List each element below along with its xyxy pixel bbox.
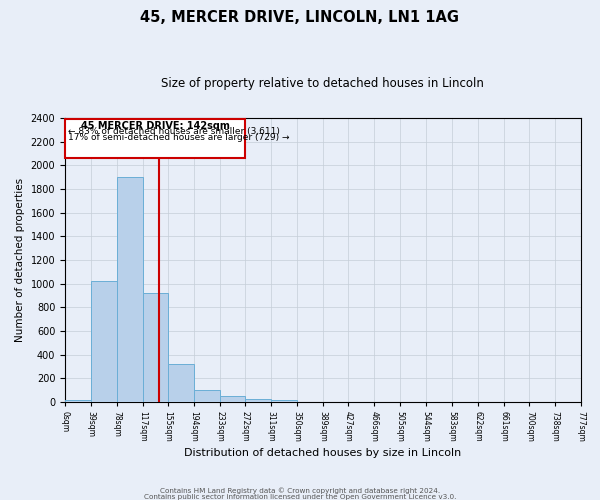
Bar [245, 399, 271, 402]
Bar [220, 396, 245, 402]
Text: 45 MERCER DRIVE: 142sqm: 45 MERCER DRIVE: 142sqm [81, 121, 230, 131]
FancyBboxPatch shape [65, 119, 245, 158]
Bar [143, 293, 168, 402]
Bar [91, 282, 117, 402]
Text: 45, MERCER DRIVE, LINCOLN, LN1 1AG: 45, MERCER DRIVE, LINCOLN, LN1 1AG [140, 10, 460, 25]
Text: ← 83% of detached houses are smaller (3,611): ← 83% of detached houses are smaller (3,… [68, 128, 280, 136]
Text: 17% of semi-detached houses are larger (729) →: 17% of semi-detached houses are larger (… [68, 133, 290, 142]
Bar [271, 400, 297, 402]
Text: Contains public sector information licensed under the Open Government Licence v3: Contains public sector information licen… [144, 494, 456, 500]
X-axis label: Distribution of detached houses by size in Lincoln: Distribution of detached houses by size … [184, 448, 461, 458]
Bar [194, 390, 220, 402]
Bar [65, 400, 91, 402]
Title: Size of property relative to detached houses in Lincoln: Size of property relative to detached ho… [161, 78, 484, 90]
Bar [117, 177, 143, 402]
Text: Contains HM Land Registry data © Crown copyright and database right 2024.: Contains HM Land Registry data © Crown c… [160, 487, 440, 494]
Y-axis label: Number of detached properties: Number of detached properties [15, 178, 25, 342]
Bar [168, 364, 194, 402]
